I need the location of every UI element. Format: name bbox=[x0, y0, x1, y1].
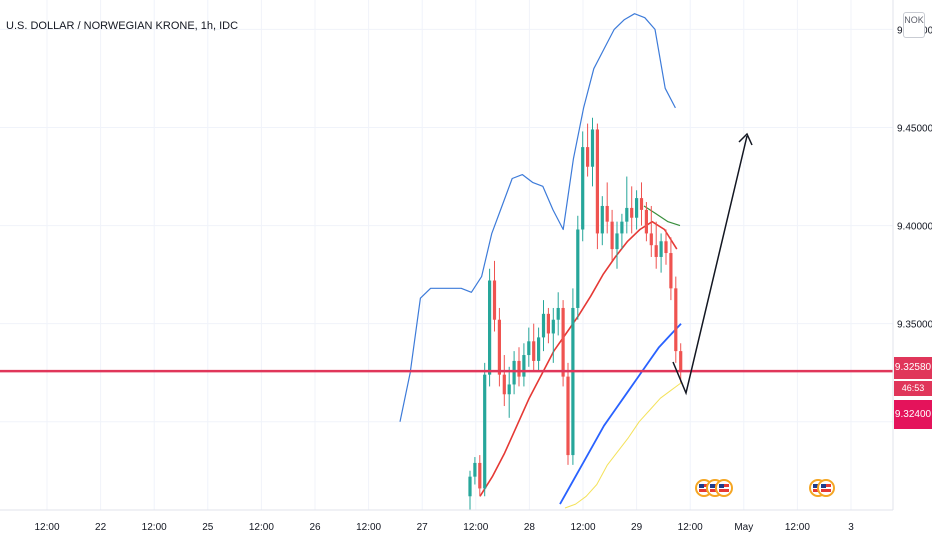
candle-body-4 bbox=[488, 280, 492, 375]
candle-body-2 bbox=[478, 462, 482, 489]
candle-body-16 bbox=[546, 313, 550, 334]
time-tick-3: 25 bbox=[202, 522, 214, 533]
flag-canton-1 bbox=[710, 484, 715, 488]
candle-body-8 bbox=[507, 384, 511, 395]
price-tick-1: 9.35000 bbox=[897, 320, 932, 331]
flag-canton-4 bbox=[821, 484, 826, 488]
candle-body-30 bbox=[615, 233, 619, 250]
time-tick-11: 29 bbox=[631, 522, 643, 533]
bollinger-bands bbox=[399, 13, 682, 509]
candle-body-27 bbox=[600, 205, 604, 234]
candle-body-17 bbox=[551, 319, 555, 334]
time-tick-12: 12:00 bbox=[678, 522, 703, 533]
candle-body-10 bbox=[517, 360, 521, 377]
candle-body-18 bbox=[556, 307, 560, 320]
currency-badge[interactable]: NOK bbox=[903, 12, 925, 38]
candle-body-9 bbox=[512, 360, 516, 385]
candle-body-26 bbox=[595, 129, 599, 234]
candle-body-7 bbox=[502, 374, 506, 395]
arrow-path bbox=[672, 135, 748, 396]
candle-countdown-label: 46:53 bbox=[894, 381, 932, 396]
candle-body-13 bbox=[532, 341, 536, 361]
time-tick-13: May bbox=[734, 522, 753, 533]
time-tick-14: 12:00 bbox=[785, 522, 810, 533]
candle-body-12 bbox=[527, 341, 531, 356]
candle-body-36 bbox=[644, 209, 648, 234]
candle-body-40 bbox=[664, 241, 668, 254]
price-tick-3: 9.45000 bbox=[897, 124, 932, 135]
time-tick-6: 12:00 bbox=[356, 522, 381, 533]
candle-body-33 bbox=[630, 207, 634, 218]
candle-body-39 bbox=[659, 241, 663, 257]
projection-arrow[interactable] bbox=[672, 132, 753, 396]
candle-body-3 bbox=[483, 374, 487, 489]
candle-body-5 bbox=[492, 280, 497, 320]
candle-body-34 bbox=[635, 198, 639, 218]
candle-body-0 bbox=[468, 476, 472, 497]
bollinger-lower-line bbox=[564, 382, 682, 509]
candle-body-1 bbox=[473, 462, 477, 477]
candle-body-19 bbox=[561, 307, 565, 377]
us-flag-event-icon-4[interactable] bbox=[817, 479, 835, 497]
candle-body-21 bbox=[571, 307, 575, 456]
time-tick-5: 26 bbox=[309, 522, 321, 533]
candle-body-43 bbox=[679, 351, 683, 371]
last-price-label: 9.32580 bbox=[894, 357, 932, 379]
arrow-head bbox=[738, 132, 753, 146]
time-tick-8: 12:00 bbox=[463, 522, 488, 533]
grid-lines bbox=[0, 0, 893, 510]
flag-canton-0 bbox=[699, 484, 704, 488]
candle-body-35 bbox=[639, 198, 644, 210]
candle-body-32 bbox=[625, 207, 629, 222]
candle-body-22 bbox=[576, 229, 580, 308]
ma-blue-line bbox=[559, 323, 682, 505]
candle-body-42 bbox=[674, 288, 678, 352]
chart-title: U.S. DOLLAR / NORWEGIAN KRONE, 1h, IDC bbox=[6, 20, 239, 32]
candle-body-37 bbox=[649, 233, 653, 246]
candle-body-24 bbox=[586, 147, 590, 167]
time-tick-9: 28 bbox=[524, 522, 536, 533]
candle-body-11 bbox=[522, 355, 526, 377]
candle-body-15 bbox=[541, 313, 546, 338]
candle-body-31 bbox=[620, 221, 624, 234]
candle-body-20 bbox=[566, 376, 570, 456]
candle-body-41 bbox=[669, 253, 673, 289]
candle-body-29 bbox=[610, 221, 614, 250]
candle-body-14 bbox=[537, 337, 541, 361]
ma-red-line bbox=[479, 220, 678, 497]
time-tick-4: 12:00 bbox=[249, 522, 274, 533]
candle-body-6 bbox=[497, 319, 501, 375]
time-tick-10: 12:00 bbox=[570, 522, 595, 533]
low-marker-label: 9.32400 bbox=[894, 400, 932, 429]
time-tick-0: 12:00 bbox=[34, 522, 59, 533]
candle-body-38 bbox=[654, 245, 658, 257]
time-tick-2: 12:00 bbox=[142, 522, 167, 533]
bollinger-upper-line bbox=[399, 13, 676, 422]
candle-body-23 bbox=[581, 147, 585, 230]
us-flag-event-icon-2[interactable] bbox=[715, 479, 733, 497]
flag-canton-2 bbox=[719, 484, 724, 488]
time-tick-15: 3 bbox=[848, 522, 854, 533]
time-tick-7: 27 bbox=[417, 522, 429, 533]
candle-body-28 bbox=[605, 205, 609, 222]
candle-body-25 bbox=[590, 129, 595, 167]
time-tick-1: 22 bbox=[95, 522, 107, 533]
ma-green-line bbox=[643, 205, 681, 227]
candlesticks bbox=[468, 117, 683, 510]
time-axis[interactable]: 12:00 22 12:00 25 12:00 26 12:00 27 12:00 28 12:00… bbox=[34, 522, 854, 533]
moving-averages bbox=[479, 205, 682, 505]
price-tick-2: 9.40000 bbox=[897, 222, 932, 233]
flag-canton-3 bbox=[813, 484, 818, 488]
economic-events[interactable] bbox=[695, 479, 835, 497]
